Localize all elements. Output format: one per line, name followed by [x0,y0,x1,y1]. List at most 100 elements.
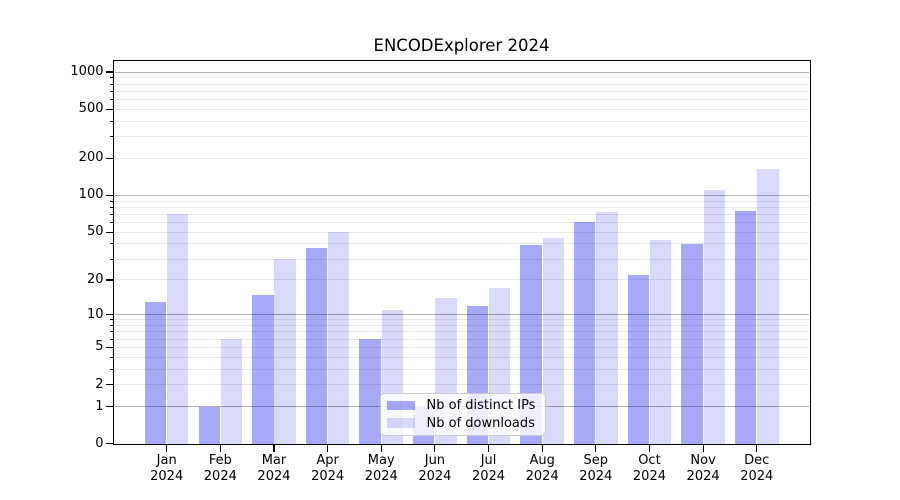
x-tick-mark [648,445,651,452]
chart-title: ENCODExplorer 2024 [373,36,550,55]
y-minor-tick-mark [109,90,114,92]
x-tick-label: Nov 2024 [686,453,720,484]
y-tick-label: 20 [86,271,104,287]
x-tick-mark [273,445,275,452]
x-tick-mark [541,445,543,452]
y-minor-tick-mark [109,368,114,370]
y-minor-tick-mark [109,356,114,358]
y-tick-mark [105,443,114,445]
gridline-minor [115,222,809,224]
legend-label-distinct-ips: Nb of distinct IPs [426,397,536,413]
gridline-major [115,314,809,316]
x-tick-label: Jul 2024 [471,453,506,484]
gridline-minor [115,77,809,79]
gridline-minor [115,258,809,260]
bar-distinct-ips-dec [734,210,757,444]
gridline-minor [115,206,809,208]
bar-distinct-ips-sep [574,221,596,444]
bar-distinct-ips-may [359,339,381,444]
y-tick-mark [105,71,114,73]
y-tick-label: 1000 [70,64,104,80]
gridline-minor [115,83,809,85]
bar-downloads-dec [757,168,779,444]
y-minor-tick-mark [109,136,114,138]
y-tick-label: 100 [78,187,104,203]
x-tick-mark [702,445,704,452]
bar-downloads-oct [649,240,672,444]
x-tick-label: Dec 2024 [740,453,774,484]
y-minor-tick-mark [109,325,114,327]
gridline-minor [115,319,809,321]
legend-swatch-distinct-ips [386,400,415,411]
gridline-minor [115,90,809,92]
y-tick-label: 500 [78,101,104,117]
x-tick-label: Aug 2024 [525,453,559,484]
y-minor-tick-mark [109,222,114,224]
gridline-minor [115,108,809,110]
y-minor-tick-mark [109,243,114,245]
y-tick-mark [105,346,114,348]
y-tick-label: 2 [95,376,104,392]
gridline-major [115,71,809,73]
y-minor-tick-mark [109,77,114,79]
y-minor-tick-mark [109,319,114,321]
gridline-minor [115,331,809,333]
gridline-minor [115,231,809,233]
gridline-minor [115,243,809,245]
x-tick-mark [756,445,758,452]
y-tick-label: 50 [86,224,104,240]
gridline-minor [115,98,809,100]
gridline-minor [115,346,809,348]
y-tick-mark [105,384,114,386]
x-tick-mark [219,445,221,452]
y-tick-mark [105,314,114,316]
bar-downloads-apr [328,232,350,444]
y-minor-tick-mark [109,331,114,333]
x-tick-label: Jun 2024 [418,453,452,484]
x-tick-label: Sep 2024 [579,453,613,484]
bar-downloads-sep [596,212,618,444]
bar-downloads-feb [220,339,243,444]
x-tick-label: May 2024 [364,453,398,484]
gridline-minor [115,356,809,358]
bar-downloads-mar [274,259,296,444]
y-tick-label: 1 [95,398,104,414]
x-tick-label: Apr 2024 [311,453,345,484]
y-minor-tick-mark [109,83,114,85]
bar-distinct-ips-apr [305,248,328,444]
y-tick-mark [105,405,114,408]
gridline-minor [115,213,809,215]
y-minor-tick-mark [109,213,114,215]
y-minor-tick-mark [109,258,114,260]
gridline-minor [115,368,809,370]
y-minor-tick-mark [109,206,114,208]
gridline-minor [115,279,809,281]
x-tick-mark [327,445,329,452]
y-tick-mark [105,108,114,110]
legend-item-distinct-ips: Nb of distinct IPs [386,397,537,413]
gridline-minor [115,338,809,340]
y-tick-mark [105,231,114,233]
x-tick-mark [487,445,490,452]
bar-distinct-ips-mar [252,294,274,444]
y-tick-label: 0 [95,435,104,451]
bar-distinct-ips-feb [198,406,220,444]
y-minor-tick-mark [109,338,114,340]
x-tick-mark [434,445,436,452]
y-tick-mark [105,194,114,197]
bar-distinct-ips-oct [627,275,650,444]
y-minor-tick-mark [109,200,114,202]
y-tick-label: 10 [86,306,104,322]
bar-downloads-aug [542,237,564,444]
bar-distinct-ips-jan [144,301,167,444]
gridline-minor [115,136,809,138]
y-tick-mark [105,279,114,281]
legend-label-downloads: Nb of downloads [426,415,535,431]
bar-downloads-nov [703,190,725,444]
legend-item-downloads: Nb of downloads [386,415,537,431]
x-tick-label: Mar 2024 [257,453,291,484]
x-tick-label: Oct 2024 [632,453,666,484]
bar-downloads-jan [167,214,189,444]
x-tick-mark [380,445,382,452]
